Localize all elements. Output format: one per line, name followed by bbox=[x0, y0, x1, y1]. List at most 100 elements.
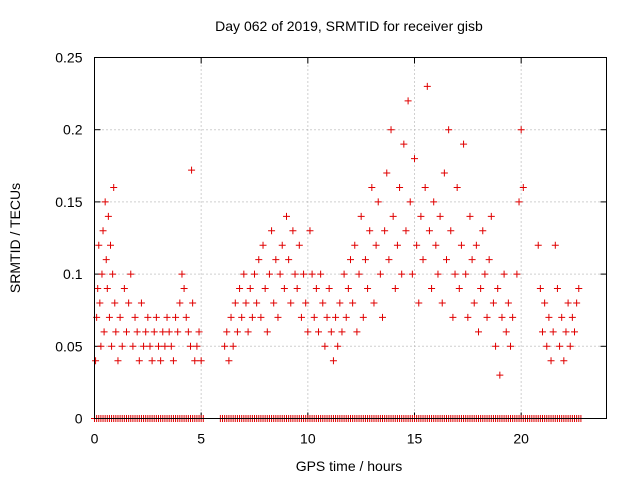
data-point-marker bbox=[396, 183, 404, 191]
data-point bbox=[96, 299, 104, 307]
data-point-marker bbox=[440, 169, 448, 177]
data-point bbox=[251, 270, 258, 278]
data-point bbox=[127, 270, 135, 278]
data-point-marker bbox=[135, 357, 143, 365]
data-point bbox=[142, 328, 150, 336]
data-point bbox=[172, 313, 180, 321]
data-point-marker bbox=[184, 328, 192, 336]
y-tick-label: 0.05 bbox=[55, 338, 82, 354]
data-point bbox=[140, 342, 148, 350]
data-point bbox=[321, 342, 329, 350]
data-point bbox=[419, 256, 427, 264]
data-point bbox=[248, 313, 256, 321]
data-point bbox=[176, 299, 184, 307]
data-point-marker bbox=[99, 227, 107, 235]
data-point-marker bbox=[96, 299, 104, 307]
data-point bbox=[195, 328, 203, 336]
data-point bbox=[283, 212, 290, 220]
data-point-marker bbox=[155, 342, 162, 350]
data-point bbox=[103, 285, 111, 293]
data-point bbox=[349, 299, 357, 307]
data-point-marker bbox=[457, 241, 465, 249]
data-point-marker bbox=[543, 342, 551, 350]
data-point bbox=[500, 270, 508, 278]
data-point bbox=[504, 299, 512, 307]
data-point-marker bbox=[287, 299, 295, 307]
data-point bbox=[404, 97, 412, 105]
data-point bbox=[430, 198, 438, 206]
data-point-marker bbox=[451, 270, 459, 278]
data-point bbox=[455, 285, 463, 293]
data-point-marker bbox=[502, 328, 510, 336]
data-point-marker bbox=[231, 299, 239, 307]
data-point-marker bbox=[97, 342, 105, 350]
data-point bbox=[332, 313, 340, 321]
data-point-marker bbox=[515, 198, 523, 206]
data-point-marker bbox=[150, 328, 158, 336]
data-point bbox=[344, 285, 352, 293]
data-point bbox=[366, 227, 374, 235]
data-point bbox=[155, 342, 162, 350]
data-point bbox=[148, 357, 156, 365]
data-point-marker bbox=[432, 241, 440, 249]
data-point-marker bbox=[100, 328, 108, 336]
data-point bbox=[507, 342, 514, 350]
data-point-marker bbox=[257, 313, 265, 321]
data-point-marker bbox=[242, 299, 250, 307]
data-point-marker bbox=[539, 328, 546, 336]
data-point bbox=[112, 328, 120, 336]
data-point-marker bbox=[541, 299, 549, 307]
data-point bbox=[402, 227, 410, 235]
data-point bbox=[359, 313, 367, 321]
data-point-marker bbox=[464, 313, 472, 321]
data-point-marker bbox=[483, 313, 491, 321]
data-point bbox=[372, 241, 380, 249]
data-point-marker bbox=[560, 357, 568, 365]
data-point-marker bbox=[95, 241, 103, 249]
data-point bbox=[291, 270, 299, 278]
data-point bbox=[317, 270, 325, 278]
data-point-marker bbox=[268, 227, 276, 235]
data-point bbox=[227, 313, 235, 321]
data-point-marker bbox=[178, 270, 186, 278]
data-point bbox=[114, 357, 122, 365]
data-point-marker bbox=[109, 270, 117, 278]
data-point bbox=[308, 270, 316, 278]
data-point bbox=[451, 270, 459, 278]
data-point-marker bbox=[321, 342, 329, 350]
data-point bbox=[370, 299, 378, 307]
data-point-marker bbox=[562, 328, 570, 336]
data-point-marker bbox=[102, 256, 110, 264]
data-point bbox=[238, 313, 246, 321]
data-point bbox=[492, 342, 500, 350]
data-point-marker bbox=[165, 328, 173, 336]
data-point bbox=[285, 256, 293, 264]
data-point-marker bbox=[496, 371, 504, 379]
data-point-marker bbox=[498, 313, 506, 321]
data-point bbox=[274, 313, 282, 321]
data-point bbox=[133, 328, 141, 336]
data-point-marker bbox=[568, 313, 576, 321]
data-point bbox=[268, 227, 276, 235]
data-point bbox=[553, 285, 561, 293]
data-point bbox=[100, 328, 108, 336]
data-point-marker bbox=[238, 313, 246, 321]
data-point-marker bbox=[372, 241, 380, 249]
data-point-marker bbox=[334, 342, 342, 350]
data-point bbox=[389, 212, 397, 220]
data-point-marker bbox=[103, 285, 111, 293]
data-point-marker bbox=[221, 342, 229, 350]
data-point bbox=[449, 313, 457, 321]
data-point-marker bbox=[566, 342, 574, 350]
data-point-marker bbox=[297, 313, 305, 321]
data-point-marker bbox=[163, 313, 171, 321]
data-point-marker bbox=[408, 270, 416, 278]
data-point bbox=[477, 285, 485, 293]
data-point bbox=[233, 328, 241, 336]
data-point bbox=[336, 299, 344, 307]
data-point-marker bbox=[188, 166, 196, 174]
data-point-marker bbox=[344, 285, 352, 293]
data-point bbox=[259, 241, 267, 249]
data-point-marker bbox=[500, 270, 508, 278]
data-point-marker bbox=[368, 183, 376, 191]
